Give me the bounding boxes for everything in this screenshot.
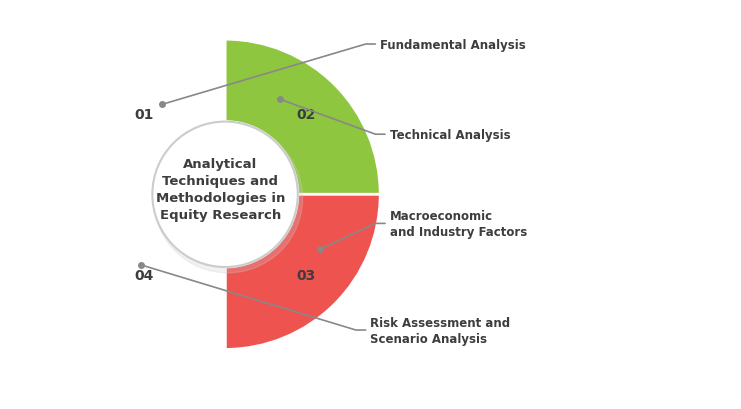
Text: Risk Assessment and
Scenario Analysis: Risk Assessment and Scenario Analysis <box>370 316 511 345</box>
Wedge shape <box>225 195 380 350</box>
Circle shape <box>153 124 302 273</box>
Text: 01: 01 <box>135 108 154 121</box>
Text: 03: 03 <box>296 268 315 282</box>
Text: Fundamental Analysis: Fundamental Analysis <box>380 38 526 52</box>
Text: Macroeconomic
and Industry Factors: Macroeconomic and Industry Factors <box>390 209 527 238</box>
Text: Analytical
Techniques and
Methodologies in
Equity Research: Analytical Techniques and Methodologies … <box>156 158 285 222</box>
Wedge shape <box>70 40 225 195</box>
Circle shape <box>153 122 298 267</box>
Text: 04: 04 <box>135 268 154 282</box>
Wedge shape <box>225 40 380 195</box>
Text: 02: 02 <box>296 108 316 121</box>
Wedge shape <box>70 195 225 350</box>
Text: Technical Analysis: Technical Analysis <box>390 128 511 142</box>
